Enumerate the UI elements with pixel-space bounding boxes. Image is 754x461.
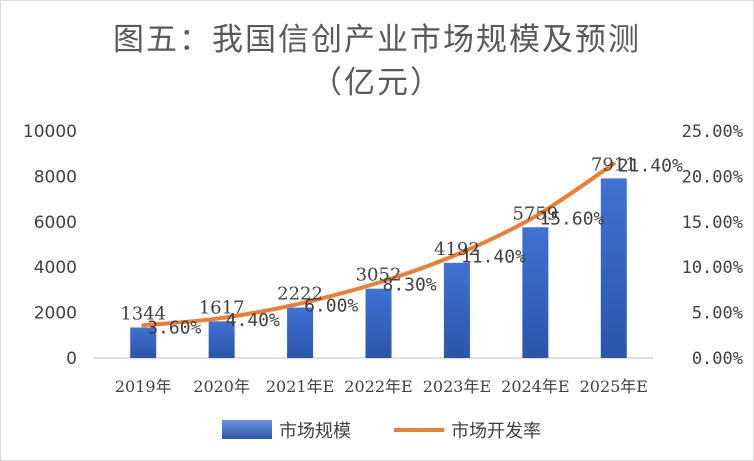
bar: [287, 307, 314, 358]
line-value-label: 11.40%: [461, 246, 526, 267]
right-tick-label: 25.00%: [682, 122, 743, 142]
line-value-label: 15.60%: [539, 208, 604, 229]
category-label: 2020年: [193, 377, 250, 396]
left-axis-ticks: 0 2000 4000 6000 8000 10000: [23, 122, 77, 369]
line-value-label: 3.60%: [147, 317, 201, 338]
bar-series: [130, 178, 627, 358]
category-label: 2024年E: [501, 377, 569, 396]
line-value-label: 8.30%: [383, 275, 437, 296]
left-tick-label: 8000: [34, 167, 77, 187]
chart-title: 图五：我国信创产业市场规模及预测: [113, 22, 641, 58]
growth-rate-line: [141, 161, 616, 328]
category-label: 2019年: [115, 377, 172, 396]
bar: [522, 227, 549, 358]
left-tick-label: 6000: [34, 213, 77, 233]
left-tick-label: 4000: [34, 258, 77, 278]
bar: [600, 178, 627, 358]
category-label: 2021年E: [266, 377, 334, 396]
right-tick-label: 10.00%: [682, 258, 743, 278]
category-label: 2022年E: [344, 377, 412, 396]
right-tick-label: 20.00%: [682, 167, 743, 187]
category-axis-labels: 2019年 2020年 2021年E 2022年E 2023年E 2024年E 2025年E: [115, 377, 648, 396]
left-tick-label: 0: [66, 349, 77, 369]
bar-value-label: 2222: [277, 284, 323, 305]
bar-value-label: 1344: [120, 303, 166, 324]
bar: [365, 288, 392, 358]
category-label: 2023年E: [423, 377, 491, 396]
category-label: 2025年E: [580, 377, 648, 396]
legend-line-label: 市场开发率: [451, 421, 541, 442]
chart-subtitle: （亿元）: [311, 65, 443, 101]
line-series: [141, 161, 616, 328]
line-value-label: 4.40%: [226, 310, 280, 331]
line-value-label: 21.40%: [618, 156, 683, 177]
left-tick-label: 2000: [34, 304, 77, 324]
legend: 市场规模 市场开发率: [222, 420, 541, 442]
right-tick-label: 15.00%: [682, 213, 743, 233]
bar: [130, 327, 157, 358]
bar-value-label: 3052: [356, 265, 402, 286]
bar-value-label: 1617: [199, 297, 245, 318]
legend-bar-swatch: [222, 420, 272, 439]
bar-value-label: 4192: [434, 239, 480, 260]
left-tick-label: 10000: [23, 122, 77, 142]
line-data-labels: 3.60% 4.40% 6.00% 8.30% 11.40% 15.60% 21.40%: [147, 156, 683, 339]
line-value-label: 6.00%: [304, 296, 358, 317]
bar-value-label: 7911: [591, 154, 637, 175]
right-axis-ticks: 0.00% 5.00% 10.00% 15.00% 20.00% 25.00%: [682, 122, 743, 369]
legend-bar-label: 市场规模: [279, 421, 351, 442]
bar-value-label: 5759: [512, 203, 558, 224]
bar: [208, 321, 235, 358]
bar: [443, 262, 470, 358]
bar-data-labels: 1344 1617 2222 3052 4192 5759 7911: [120, 154, 636, 324]
right-tick-label: 0.00%: [692, 349, 743, 369]
right-tick-label: 5.00%: [692, 304, 743, 324]
